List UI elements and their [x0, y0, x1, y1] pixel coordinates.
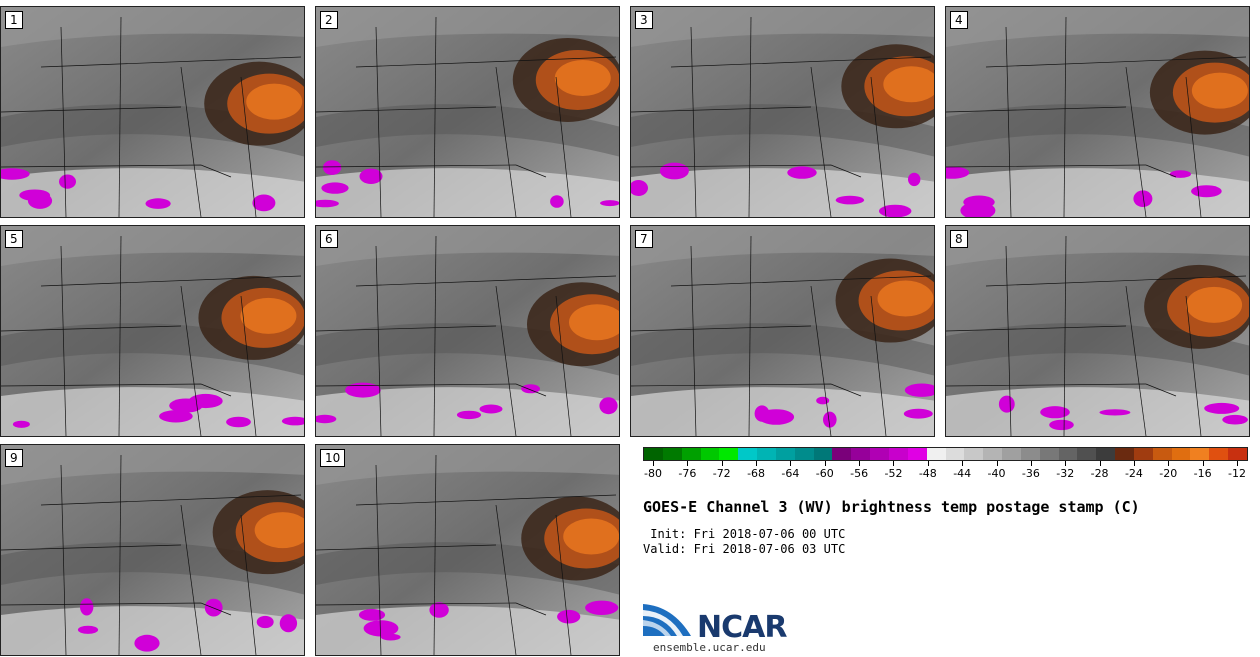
colorbar-swatch: [644, 448, 663, 460]
colorbar-tick-mark: [1099, 461, 1101, 466]
colorbar-tick-label: -56: [850, 467, 869, 480]
colorbar-tick-label: -44: [953, 467, 972, 480]
colorbar-swatch: [964, 448, 984, 460]
postage-stamp-panel: 2: [315, 6, 620, 218]
colorbar-swatch: [1020, 448, 1040, 460]
panel-number: 3: [635, 11, 653, 29]
postage-stamp-panel: 8: [945, 225, 1250, 437]
colorbar-tick-label: -28: [1090, 467, 1109, 480]
colorbar-swatch: [794, 448, 814, 460]
colorbar-tick-mark: [1030, 461, 1032, 466]
panel-number: 9: [5, 449, 23, 467]
panel-number: 1: [5, 11, 23, 29]
colorbar-swatch: [983, 448, 1003, 460]
valid-time: Valid: Fri 2018-07-06 03 UTC: [643, 542, 846, 556]
colorbar-swatch: [1002, 448, 1021, 460]
colorbar-tick-mark: [790, 461, 792, 466]
colorbar-swatch: [775, 448, 795, 460]
colorbar-tick-label: -20: [1159, 467, 1178, 480]
colorbar-swatch: [851, 448, 871, 460]
postage-stamp-panel: 3: [630, 6, 935, 218]
panel-number: 6: [320, 230, 338, 248]
colorbar-tick-mark: [1065, 461, 1067, 466]
panel-number: 7: [635, 230, 653, 248]
colorbar-swatch: [700, 448, 720, 460]
colorbar-tick-mark: [893, 461, 895, 466]
postage-stamp-panel: 10: [315, 444, 620, 656]
colorbar-swatch: [1228, 448, 1247, 460]
colorbar: [643, 447, 1248, 461]
init-time: Init: Fri 2018-07-06 00 UTC: [643, 527, 846, 541]
colorbar-tick-mark: [1133, 461, 1135, 466]
colorbar-tick-mark: [687, 461, 689, 466]
colorbar-tick-label: -48: [918, 467, 937, 480]
colorbar-swatch: [738, 448, 758, 460]
postage-stamp-panel: 6: [315, 225, 620, 437]
colorbar-tick-mark: [1237, 461, 1238, 466]
colorbar-tick-mark: [824, 461, 826, 466]
colorbar-tick-label: -72: [712, 467, 731, 480]
panel-number: 8: [950, 230, 968, 248]
colorbar-swatch: [719, 448, 739, 460]
colorbar-tick-mark: [1168, 461, 1170, 466]
colorbar-tick-label: -36: [1021, 467, 1040, 480]
colorbar-tick-label: -64: [781, 467, 800, 480]
colorbar-tick-label: -12: [1228, 467, 1246, 480]
colorbar-ticks: -80 -76 -72 -68 -64 -60 -56 -52 -48 -44 -40 -36 -32 -…: [643, 461, 1248, 483]
colorbar-tick-mark: [721, 461, 723, 466]
colorbar-tick-label: -40: [987, 467, 1006, 480]
panel-number: 4: [950, 11, 968, 29]
colorbar-swatch: [888, 448, 908, 460]
colorbar-tick-label: -16: [1193, 467, 1212, 480]
colorbar-swatch: [757, 448, 776, 460]
colorbar-swatch: [1171, 448, 1191, 460]
postage-stamp-panel: 9: [0, 444, 305, 656]
colorbar-tick-mark: [859, 461, 861, 466]
colorbar-swatch: [1133, 448, 1153, 460]
postage-stamp-panel: 7: [630, 225, 935, 437]
colorbar-swatch: [662, 448, 682, 460]
colorbar-tick-mark: [653, 461, 654, 466]
colorbar-swatch: [1115, 448, 1134, 460]
colorbar-tick-label: -80: [644, 467, 662, 480]
panel-number: 5: [5, 230, 23, 248]
colorbar-swatch: [1077, 448, 1097, 460]
colorbar-tick-mark: [962, 461, 964, 466]
colorbar-swatch: [681, 448, 701, 460]
colorbar-swatch: [1209, 448, 1229, 460]
postage-stamp-panel: 1: [0, 6, 305, 218]
colorbar-tick-label: -32: [1056, 467, 1075, 480]
colorbar-tick-label: -24: [1124, 467, 1143, 480]
logo-url: ensemble.ucar.edu: [653, 641, 766, 654]
colorbar-swatch: [1152, 448, 1172, 460]
ncar-logo-icon: [643, 604, 691, 636]
logo-wordmark: NCAR: [697, 610, 787, 645]
colorbar-swatch: [1190, 448, 1210, 460]
colorbar-tick-label: -52: [884, 467, 903, 480]
colorbar-swatch: [1058, 448, 1078, 460]
colorbar-tick-mark: [756, 461, 758, 466]
colorbar-swatch: [832, 448, 852, 460]
figure-title: GOES-E Channel 3 (WV) brightness temp po…: [643, 498, 1140, 516]
colorbar-tick-label: -68: [747, 467, 766, 480]
colorbar-swatch: [870, 448, 889, 460]
colorbar-swatch: [813, 448, 833, 460]
colorbar-swatch: [907, 448, 927, 460]
colorbar-tick-mark: [996, 461, 998, 466]
postage-stamp-panel: 5: [0, 225, 305, 437]
colorbar-swatch: [945, 448, 965, 460]
colorbar-swatch: [1096, 448, 1116, 460]
panel-number: 10: [320, 449, 346, 467]
colorbar-tick-mark: [1202, 461, 1204, 466]
colorbar-swatch: [1039, 448, 1059, 460]
panel-number: 2: [320, 11, 338, 29]
postage-stamp-panel: 4: [945, 6, 1250, 218]
colorbar-tick-mark: [927, 461, 929, 466]
colorbar-tick-label: -60: [815, 467, 834, 480]
colorbar-tick-label: -76: [678, 467, 697, 480]
colorbar-swatch: [926, 448, 946, 460]
